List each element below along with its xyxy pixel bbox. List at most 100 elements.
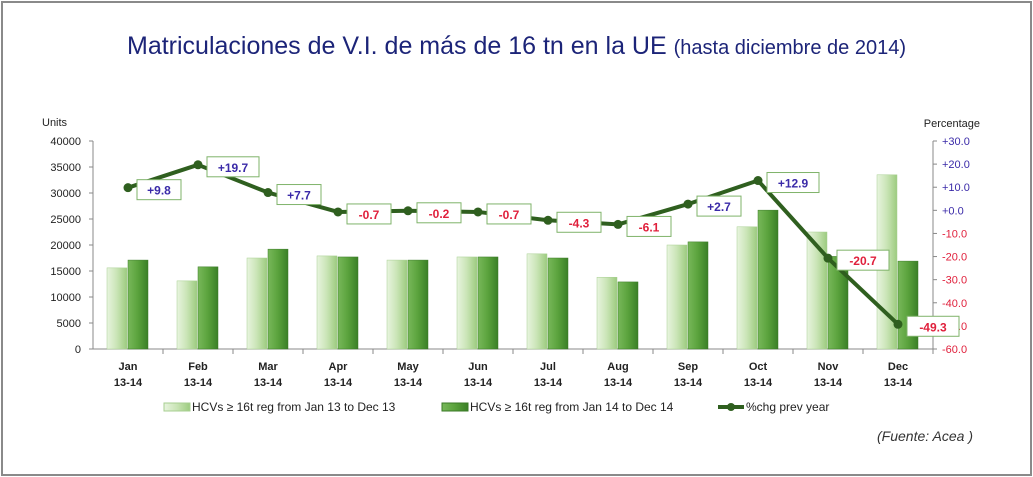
y2-tick-label: +0.0 <box>942 205 964 217</box>
chart-title: Matriculaciones de V.I. de más de 16 tn … <box>0 32 1033 61</box>
data-label: -0.7 <box>499 208 520 222</box>
bar-2013 <box>806 231 828 350</box>
x-tick-label: Jan <box>119 361 138 373</box>
data-label-box <box>276 184 322 206</box>
bar-2013 <box>246 257 268 350</box>
title-main: Matriculaciones de V.I. de más de 16 tn … <box>127 32 667 60</box>
y2-tick-label: +20.0 <box>942 159 970 171</box>
x-tick-sublabel: 13-14 <box>114 377 143 389</box>
bar-2014 <box>617 281 639 350</box>
data-label: +2.7 <box>707 200 731 214</box>
legend-line-marker <box>727 403 735 411</box>
data-label: +12.9 <box>778 177 809 191</box>
y-tick-label: 20000 <box>50 240 81 252</box>
data-label-box <box>836 249 890 271</box>
bar-2013 <box>596 276 618 350</box>
x-tick-label: Feb <box>188 361 208 373</box>
y-tick-label: 25000 <box>50 214 81 226</box>
data-label: -49.3 <box>919 320 947 334</box>
bar-2013 <box>386 259 408 350</box>
legend-label-pct: %chg prev year <box>746 400 829 414</box>
y-tick-label: 10000 <box>50 292 81 304</box>
x-tick-sublabel: 13-14 <box>184 377 213 389</box>
data-label: -20.7 <box>849 254 877 268</box>
y2-tick-label: +30.0 <box>942 136 970 148</box>
x-tick-label: Aug <box>607 361 628 373</box>
bar-2013 <box>176 280 198 350</box>
y-tick-label: 30000 <box>50 188 81 200</box>
x-tick-label: Jun <box>468 361 488 373</box>
data-label-box <box>486 203 532 225</box>
legend-swatch-2013 <box>163 402 191 412</box>
x-tick-label: Dec <box>888 361 908 373</box>
data-label-box <box>416 202 462 224</box>
bar-2013 <box>666 244 688 350</box>
title-sub: (hasta diciembre de 2014) <box>673 37 906 59</box>
pct-point <box>543 215 553 225</box>
bar-2013 <box>526 253 548 350</box>
x-tick-label: Mar <box>258 361 278 373</box>
y2-tick-label: -60.0 <box>942 344 967 356</box>
x-tick-sublabel: 13-14 <box>324 377 353 389</box>
x-tick-sublabel: 13-14 <box>744 377 773 389</box>
y-tick-label: 5000 <box>57 318 81 330</box>
bar-2014 <box>407 259 429 350</box>
data-label-box <box>556 211 602 233</box>
pct-point <box>473 207 483 217</box>
y-tick-label: 0 <box>75 344 81 356</box>
bar-2014 <box>687 241 709 350</box>
x-tick-sublabel: 13-14 <box>464 377 493 389</box>
y-tick-label: 35000 <box>50 162 81 174</box>
data-label: -4.3 <box>569 216 590 230</box>
bar-2014 <box>757 209 779 350</box>
pct-point <box>123 183 133 193</box>
x-tick-label: Oct <box>749 361 768 373</box>
data-label: -6.1 <box>639 220 660 234</box>
bar-2013 <box>106 267 128 350</box>
pct-point <box>893 319 903 329</box>
data-label-box <box>626 215 672 237</box>
y2-tick-label: -30.0 <box>942 275 967 287</box>
data-label-box <box>696 195 742 217</box>
bar-2014 <box>197 266 219 350</box>
data-label-box <box>136 179 182 201</box>
bar-2014 <box>547 257 569 350</box>
data-label-box <box>906 315 960 337</box>
x-tick-label: Jul <box>540 361 556 373</box>
pct-point <box>193 160 203 170</box>
x-tick-label: May <box>397 361 419 373</box>
x-tick-sublabel: 13-14 <box>884 377 913 389</box>
y2-axis-label: Percentage <box>924 118 980 130</box>
x-tick-sublabel: 13-14 <box>604 377 633 389</box>
pct-point <box>823 253 833 263</box>
bar-2013 <box>456 256 478 350</box>
y2-tick-label: -20.0 <box>942 252 967 264</box>
data-label: -0.2 <box>429 207 450 221</box>
data-label: +7.7 <box>287 189 311 203</box>
x-tick-label: Sep <box>678 361 698 373</box>
bar-2014 <box>267 248 289 350</box>
x-tick-sublabel: 13-14 <box>254 377 283 389</box>
y2-tick-label: +10.0 <box>942 182 970 194</box>
bar-2014 <box>477 256 499 350</box>
pct-point <box>753 176 763 186</box>
source-note: (Fuente: Acea ) <box>877 428 973 444</box>
x-tick-label: Nov <box>818 361 840 373</box>
legend-label-2013: HCVs ≥ 16t reg from Jan 13 to Dec 13 <box>192 400 396 414</box>
x-tick-sublabel: 13-14 <box>814 377 843 389</box>
pct-point <box>613 219 623 229</box>
bar-2013 <box>316 255 338 350</box>
bar-2013 <box>736 226 758 350</box>
y2-tick-label: -10.0 <box>942 228 967 240</box>
y2-tick-label: -40.0 <box>942 298 967 310</box>
data-label-box <box>206 156 260 178</box>
data-label-box <box>346 203 392 225</box>
data-label: +9.8 <box>147 184 171 198</box>
pct-point <box>683 199 693 209</box>
bar-2014 <box>337 256 359 350</box>
x-tick-label: Apr <box>329 361 349 373</box>
pct-point <box>403 206 413 216</box>
data-label: -0.7 <box>359 208 380 222</box>
